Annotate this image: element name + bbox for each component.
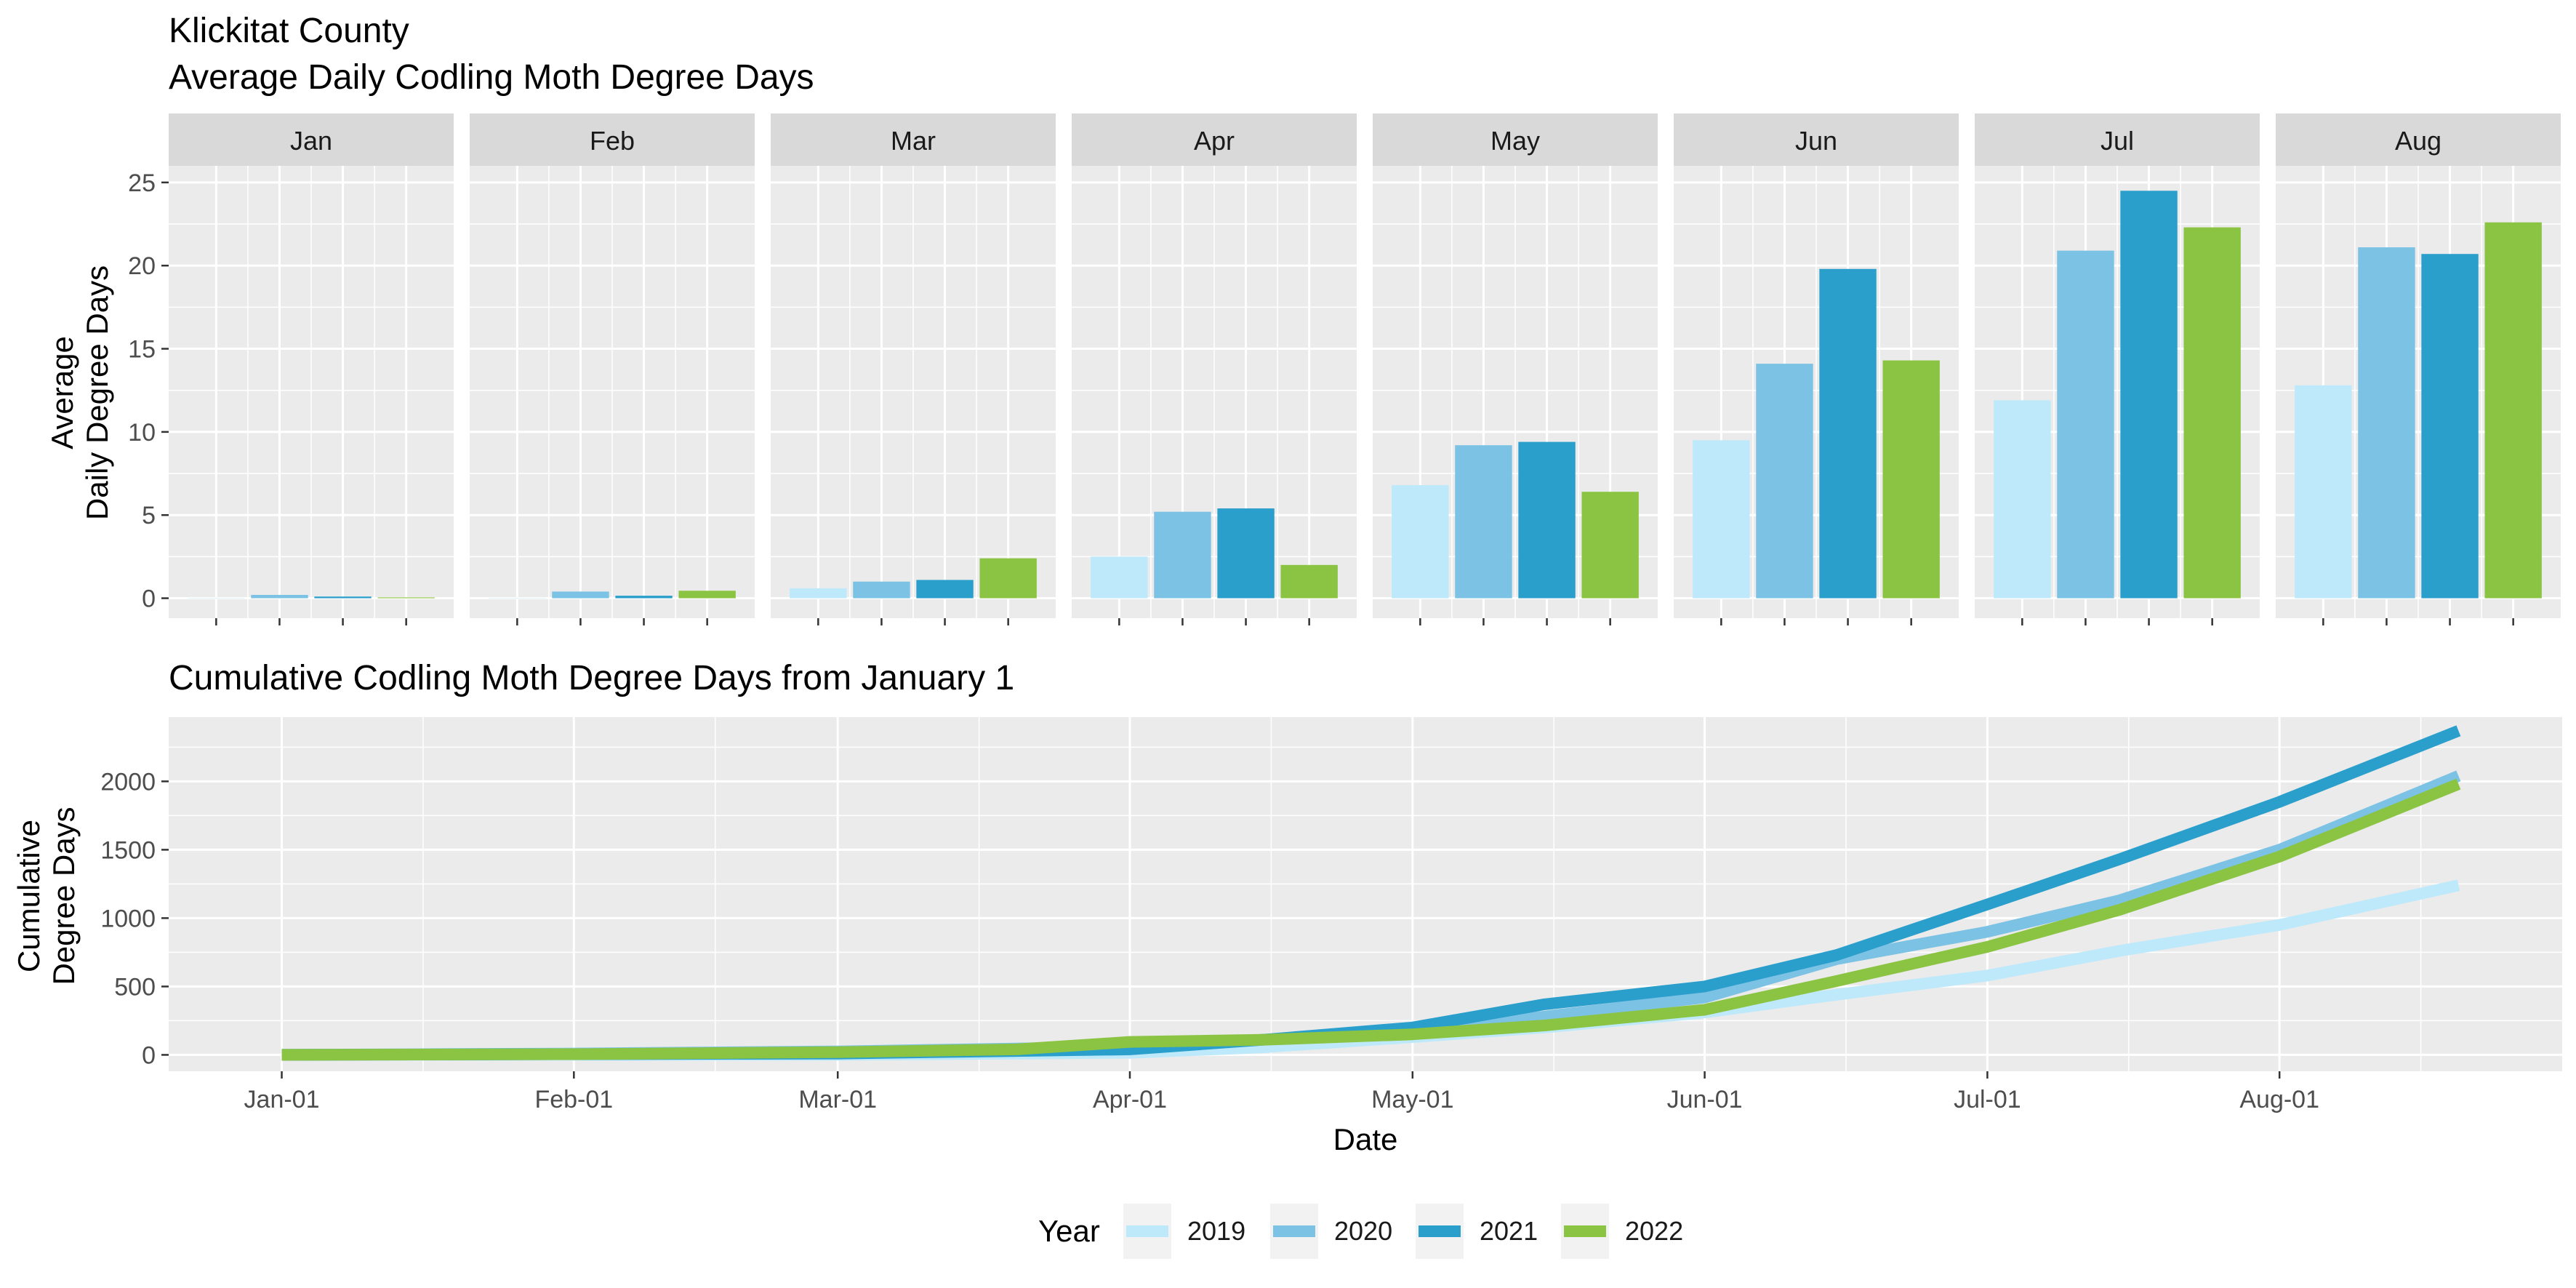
y-tick-label: 2000 — [100, 768, 156, 796]
line-y-axis-label: CumulativeDegree Days — [12, 807, 81, 985]
legend: Year 2019 2020 2021 2022 — [1038, 1204, 1683, 1259]
facet-strip-label: Jul — [2100, 126, 2134, 156]
legend-item-label: 2020 — [1334, 1216, 1392, 1246]
bar-aug-2019 — [2295, 385, 2352, 599]
facet-panel-aug: Aug — [2276, 113, 2561, 625]
legend-item-2021: 2021 — [1416, 1204, 1538, 1259]
bar-jun-2021 — [1819, 268, 1877, 599]
bar-mar-2022 — [979, 558, 1037, 599]
x-tick-label: Apr-01 — [1093, 1086, 1167, 1113]
bar-aug-2020 — [2358, 247, 2415, 599]
facet-strip-label: Aug — [2395, 126, 2441, 156]
line-chart-title: Cumulative Codling Moth Degree Days from… — [169, 659, 1014, 697]
facet-strip — [470, 113, 755, 166]
bar-may-2020 — [1455, 445, 1512, 599]
bar-jun-2019 — [1693, 440, 1750, 599]
facet-strip — [1072, 113, 1357, 166]
y-tick-label: 1000 — [100, 905, 156, 932]
x-tick-label: Jul-01 — [1954, 1086, 2021, 1113]
bar-jun-2020 — [1756, 364, 1813, 599]
facet-strip-label: Feb — [590, 126, 635, 156]
series-line-2022 — [281, 778, 2461, 1061]
line-y-axis-label-line: Cumulative — [12, 820, 46, 972]
figure-subtitle: Average Daily Codling Moth Degree Days — [169, 58, 814, 97]
bar-apr-2019 — [1091, 556, 1148, 599]
bar-feb-2022 — [678, 591, 736, 599]
bar-may-2019 — [1392, 485, 1449, 599]
legend-item-label: 2021 — [1480, 1216, 1538, 1246]
facet-strip-label: Apr — [1194, 126, 1235, 156]
legend-item-2020: 2020 — [1270, 1204, 1392, 1259]
bar-jan-2020 — [251, 594, 308, 599]
bar-jul-2022 — [2183, 227, 2241, 599]
y-tick-label: 20 — [128, 252, 156, 280]
facet-strip — [771, 113, 1056, 166]
line-panel-background — [169, 717, 2562, 1071]
legend-item-label: 2019 — [1187, 1216, 1245, 1246]
y-axis-label-line: Daily Degree Days — [80, 265, 114, 520]
x-tick-label: Aug-01 — [2239, 1086, 2319, 1113]
y-tick-label: 25 — [128, 169, 156, 197]
bar-jan-2021 — [314, 596, 372, 599]
facet-panel-jul: Jul — [1975, 113, 2260, 625]
bar-apr-2022 — [1280, 564, 1338, 599]
cumulative-line-chart: 0 500 1000 1500 2000 Jan-01 Feb-01 Mar-01 Apr-01… — [12, 717, 2562, 1156]
facet-strip — [1674, 113, 1959, 166]
bar-feb-2020 — [552, 591, 609, 599]
bar-mar-2020 — [853, 581, 910, 599]
bar-aug-2022 — [2484, 222, 2542, 599]
x-tick-label: Jan-01 — [244, 1086, 320, 1113]
monthly-bar-chart: Jan Feb Mar Apr May Jun Jul Aug 0 5 10 15 20 25 Averag… — [45, 113, 2561, 625]
bar-jan-2022 — [377, 597, 435, 599]
x-tick-label: May-01 — [1371, 1086, 1453, 1113]
facet-panel-may: May — [1373, 113, 1658, 625]
bar-feb-2021 — [615, 596, 673, 599]
bar-jul-2021 — [2120, 191, 2178, 599]
legend-item-2019: 2019 — [1123, 1204, 1245, 1259]
facet-strip-label: Jun — [1795, 126, 1837, 156]
facet-panel-jun: Jun — [1674, 113, 1959, 625]
x-tick-label: Jun-01 — [1667, 1086, 1743, 1113]
y-axis-label-line: Average — [45, 336, 79, 449]
facet-strip-label: Mar — [891, 126, 936, 156]
x-tick-label: Mar-01 — [798, 1086, 877, 1113]
y-tick-label: 1500 — [100, 836, 156, 864]
bar-mar-2021 — [916, 580, 974, 599]
bar-mar-2019 — [790, 588, 847, 599]
facet-strip — [1373, 113, 1658, 166]
figure-title: Klickitat County — [169, 12, 409, 50]
legend-item-label: 2022 — [1625, 1216, 1683, 1246]
bar-jul-2019 — [1994, 400, 2051, 599]
y-axis-label: AverageDaily Degree Days — [45, 265, 114, 520]
facet-panel-apr: Apr — [1072, 113, 1357, 625]
bar-aug-2021 — [2421, 254, 2479, 599]
x-tick-label: Feb-01 — [534, 1086, 613, 1113]
y-tick-label: 15 — [128, 336, 156, 364]
facet-strip-label: Jan — [290, 126, 332, 156]
y-tick-label: 0 — [142, 585, 156, 613]
bar-jun-2022 — [1882, 360, 1940, 599]
bar-jul-2020 — [2057, 250, 2114, 599]
facet-panel-jan: Jan — [169, 113, 454, 625]
y-tick-label: 10 — [128, 419, 156, 447]
facet-strip — [1975, 113, 2260, 166]
facet-strip-label: May — [1490, 126, 1540, 156]
bar-may-2022 — [1581, 492, 1639, 599]
x-axis-label: Date — [1333, 1122, 1398, 1156]
facet-strip — [169, 113, 454, 166]
y-tick-label: 500 — [114, 973, 156, 1001]
y-tick-label: 0 — [142, 1041, 156, 1069]
bar-apr-2020 — [1154, 511, 1211, 599]
line-y-axis-label-line: Degree Days — [47, 807, 81, 985]
legend-item-2022: 2022 — [1561, 1204, 1683, 1259]
y-tick-label: 5 — [142, 502, 156, 529]
bar-may-2021 — [1518, 441, 1576, 599]
bar-apr-2021 — [1217, 508, 1275, 599]
facet-strip — [2276, 113, 2561, 166]
legend-title: Year — [1038, 1214, 1100, 1248]
facet-panel-mar: Mar — [771, 113, 1056, 625]
facet-panel-feb: Feb — [470, 113, 755, 625]
